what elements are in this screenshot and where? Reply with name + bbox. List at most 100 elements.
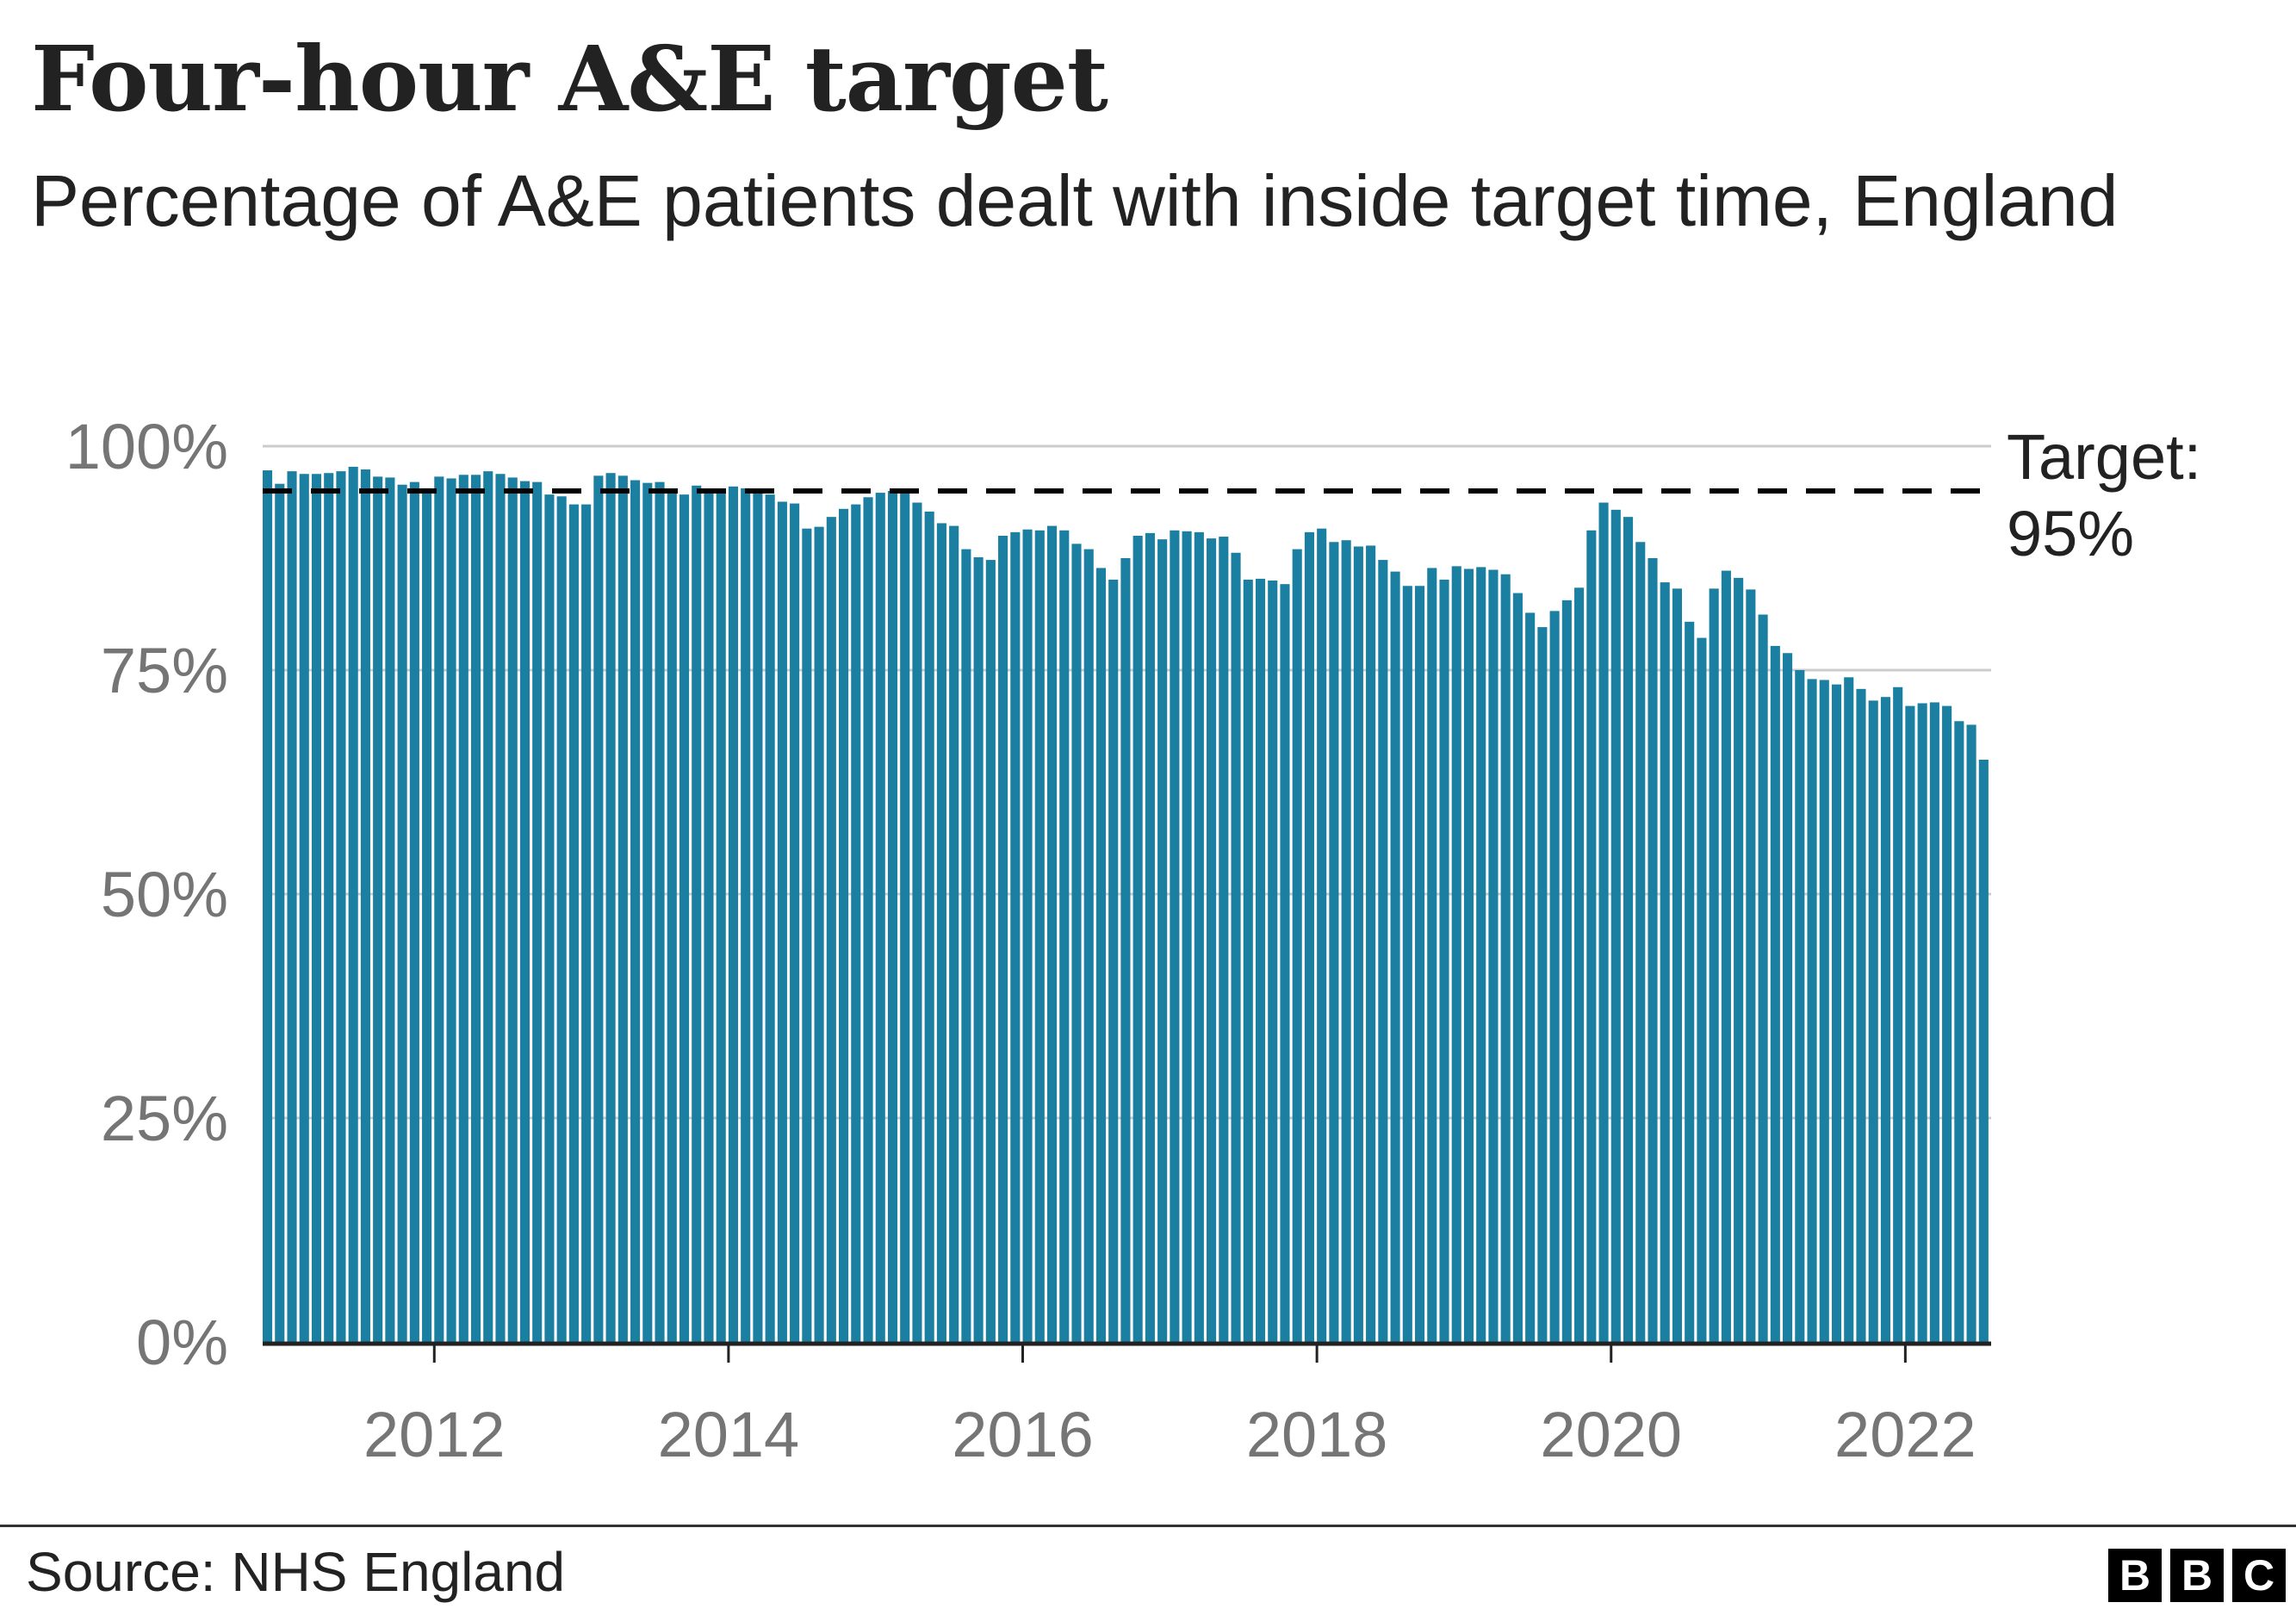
bar xyxy=(826,517,836,1342)
bar xyxy=(532,481,543,1342)
bar xyxy=(1046,525,1058,1342)
bar xyxy=(1672,588,1683,1342)
bar xyxy=(1329,542,1339,1342)
bar xyxy=(949,525,959,1342)
bar xyxy=(1255,578,1266,1342)
bar xyxy=(1697,637,1707,1342)
bar xyxy=(741,488,751,1342)
bar xyxy=(1978,760,1989,1342)
bar xyxy=(753,488,763,1342)
bar xyxy=(1512,593,1523,1342)
bar xyxy=(875,493,885,1342)
bar xyxy=(1893,686,1903,1342)
bbc-logo-letter: C xyxy=(2232,1549,2286,1602)
bar xyxy=(1770,645,1780,1342)
x-axis: 2012 2014 2016 2018 2020 2022 xyxy=(263,1341,1991,1470)
bars xyxy=(263,466,1989,1342)
bar xyxy=(1304,531,1314,1342)
bar xyxy=(1157,539,1168,1342)
bar xyxy=(887,491,898,1342)
bbc-logo: B B C xyxy=(2108,1549,2286,1602)
bar xyxy=(544,494,555,1342)
bar xyxy=(324,473,334,1342)
bar xyxy=(1415,586,1425,1342)
bar xyxy=(1574,587,1585,1342)
bar xyxy=(1758,614,1768,1342)
bar xyxy=(1685,621,1695,1342)
bar xyxy=(495,474,506,1342)
bar xyxy=(1856,688,1866,1342)
bar xyxy=(336,471,346,1342)
bar xyxy=(936,523,946,1342)
bar xyxy=(1880,697,1890,1342)
bar xyxy=(1108,579,1119,1342)
bar xyxy=(1942,705,1952,1342)
bar xyxy=(1525,612,1536,1342)
bar xyxy=(483,471,493,1342)
bar xyxy=(1598,502,1609,1342)
bar xyxy=(1954,721,1964,1342)
bar xyxy=(692,485,702,1342)
y-tick-label: 0% xyxy=(136,1307,228,1378)
bar xyxy=(1194,531,1204,1342)
x-tick-label: 2014 xyxy=(658,1399,800,1470)
target-value-label: 95% xyxy=(2007,498,2134,569)
bar xyxy=(1341,540,1351,1342)
bar xyxy=(1170,530,1180,1342)
bar xyxy=(839,508,849,1342)
bar xyxy=(617,475,628,1342)
bar xyxy=(1463,568,1474,1342)
bbc-logo-letter: B xyxy=(2170,1549,2224,1602)
bar xyxy=(630,480,641,1342)
bar xyxy=(263,470,273,1342)
bar xyxy=(1807,679,1817,1342)
bar xyxy=(1132,536,1143,1342)
bar xyxy=(1586,530,1597,1342)
bar xyxy=(1746,589,1756,1342)
bar xyxy=(568,504,579,1342)
bar xyxy=(1378,560,1388,1342)
bar xyxy=(1734,577,1744,1342)
bar xyxy=(593,475,604,1342)
bar xyxy=(1648,558,1658,1342)
y-tick-label: 25% xyxy=(101,1083,228,1154)
bar xyxy=(728,486,738,1342)
bar xyxy=(507,477,518,1342)
bar xyxy=(1243,579,1253,1342)
bar xyxy=(1353,546,1363,1342)
bar xyxy=(1549,611,1560,1342)
bar xyxy=(1819,680,1829,1342)
bbc-logo-letter: B xyxy=(2108,1549,2162,1602)
bar xyxy=(1966,724,1976,1342)
bar xyxy=(1783,653,1793,1342)
bar xyxy=(1721,570,1731,1342)
bar xyxy=(1427,568,1437,1342)
bar xyxy=(1561,599,1572,1342)
bar xyxy=(348,466,358,1342)
y-tick-label: 100% xyxy=(65,411,228,482)
bar xyxy=(605,473,616,1342)
bar xyxy=(900,491,910,1342)
bar xyxy=(1476,567,1486,1342)
bar xyxy=(814,526,824,1342)
bar xyxy=(802,528,812,1342)
bar xyxy=(1623,517,1634,1342)
y-axis-ticks: 0% 25% 50% 75% 100% xyxy=(65,411,228,1378)
bar xyxy=(446,478,456,1342)
bar xyxy=(985,560,996,1342)
bar xyxy=(397,484,407,1342)
bar xyxy=(1292,549,1302,1342)
bar xyxy=(765,494,775,1342)
bar xyxy=(470,475,481,1342)
bar xyxy=(1402,586,1412,1342)
bar xyxy=(1537,627,1548,1342)
bar xyxy=(1059,530,1070,1342)
bar xyxy=(777,501,787,1342)
bar xyxy=(716,491,726,1342)
bar xyxy=(961,549,971,1342)
bar xyxy=(1095,568,1107,1342)
bar xyxy=(1831,684,1842,1342)
bar xyxy=(385,477,395,1342)
bar xyxy=(655,481,665,1342)
y-tick-label: 75% xyxy=(101,635,228,706)
